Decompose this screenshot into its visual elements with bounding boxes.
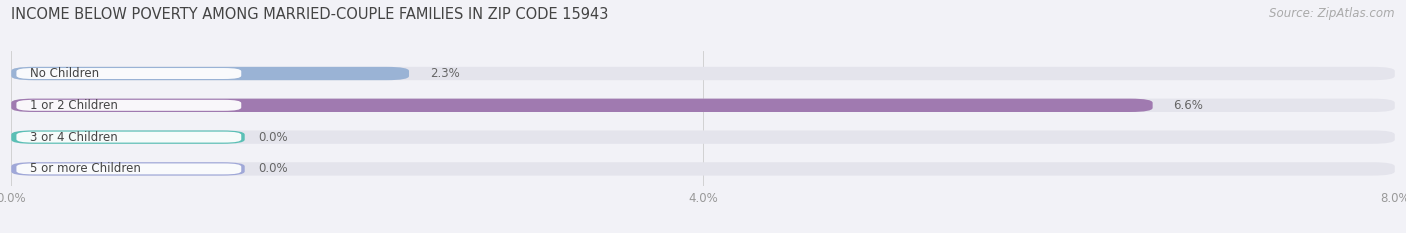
FancyBboxPatch shape <box>17 163 242 174</box>
FancyBboxPatch shape <box>17 100 242 111</box>
FancyBboxPatch shape <box>11 67 1395 80</box>
FancyBboxPatch shape <box>17 132 242 143</box>
Text: 0.0%: 0.0% <box>259 131 288 144</box>
Text: 6.6%: 6.6% <box>1174 99 1204 112</box>
Text: Source: ZipAtlas.com: Source: ZipAtlas.com <box>1270 7 1395 20</box>
Text: 5 or more Children: 5 or more Children <box>31 162 141 175</box>
FancyBboxPatch shape <box>11 99 1153 112</box>
FancyBboxPatch shape <box>11 130 1395 144</box>
Text: 1 or 2 Children: 1 or 2 Children <box>31 99 118 112</box>
Text: INCOME BELOW POVERTY AMONG MARRIED-COUPLE FAMILIES IN ZIP CODE 15943: INCOME BELOW POVERTY AMONG MARRIED-COUPL… <box>11 7 609 22</box>
FancyBboxPatch shape <box>11 130 245 144</box>
FancyBboxPatch shape <box>11 162 245 176</box>
Text: 2.3%: 2.3% <box>430 67 460 80</box>
FancyBboxPatch shape <box>17 68 242 79</box>
FancyBboxPatch shape <box>11 162 1395 176</box>
Text: No Children: No Children <box>31 67 100 80</box>
FancyBboxPatch shape <box>11 99 1395 112</box>
FancyBboxPatch shape <box>11 67 409 80</box>
Text: 0.0%: 0.0% <box>259 162 288 175</box>
Text: 3 or 4 Children: 3 or 4 Children <box>31 131 118 144</box>
